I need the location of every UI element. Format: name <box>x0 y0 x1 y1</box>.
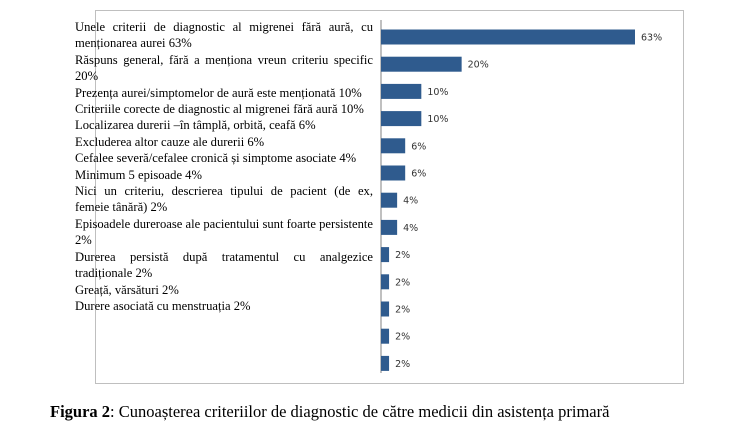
bar <box>381 111 422 127</box>
category-label: Criteriile corecte de diagnostic al migr… <box>75 102 364 117</box>
value-label: 10% <box>427 114 448 125</box>
caption: Figura 2: Cunoașterea criteriilor de dia… <box>50 402 609 422</box>
category-label: Unele criterii de diagnostic al migrenei… <box>75 20 373 51</box>
value-label: 10% <box>427 87 448 98</box>
value-label: 4% <box>403 223 418 234</box>
category-label: Durerea persistă după tratamentul cu ana… <box>75 249 373 281</box>
value-label: 6% <box>411 169 426 180</box>
bar <box>381 56 462 72</box>
value-label: 63% <box>641 33 662 44</box>
category-label: Cefalee severă/cefalee cronică și simpto… <box>75 151 357 166</box>
value-label: 4% <box>403 196 418 207</box>
bar <box>381 274 390 290</box>
value-label: 2% <box>395 305 410 316</box>
bar <box>381 29 635 45</box>
category-label: Răspuns general, fără a menționa vreun c… <box>75 52 373 84</box>
category-label: Episoadele dureroase ale pacientului sun… <box>75 216 373 248</box>
value-label: 2% <box>395 250 410 261</box>
value-label: 2% <box>395 332 410 343</box>
category-label: Nici un criteriu, descrierea tipului de … <box>75 184 373 215</box>
caption-label: Figura 2 <box>50 402 111 421</box>
category-label: Minimum 5 episoade 4% <box>75 167 202 182</box>
category-label: Excluderea altor cauze ale durerii 6% <box>75 134 265 149</box>
bar <box>381 83 422 99</box>
category-labels: Unele criterii de diagnostic al migrenei… <box>75 19 373 314</box>
value-label: 2% <box>395 359 410 370</box>
bar <box>381 219 398 235</box>
category-label: Greață, vărsături 2% <box>75 282 179 297</box>
bar <box>381 247 390 263</box>
category-label: Durere asociată cu menstruația 2% <box>75 298 251 313</box>
bar <box>381 301 390 317</box>
bar <box>381 328 390 344</box>
bar <box>381 355 390 371</box>
category-label: Localizarea durerii –în tâmplă, orbită, … <box>75 118 316 133</box>
category-label: Prezența aurei/simptomelor de aură este … <box>75 85 362 100</box>
bar <box>381 192 398 208</box>
value-label: 6% <box>411 141 426 152</box>
bar <box>381 138 406 154</box>
chart-frame <box>95 10 684 384</box>
caption-text: : Cunoașterea criteriilor de diagnostic … <box>110 402 610 421</box>
bar <box>381 165 406 181</box>
value-label: 2% <box>395 277 410 288</box>
value-label: 20% <box>468 60 489 71</box>
